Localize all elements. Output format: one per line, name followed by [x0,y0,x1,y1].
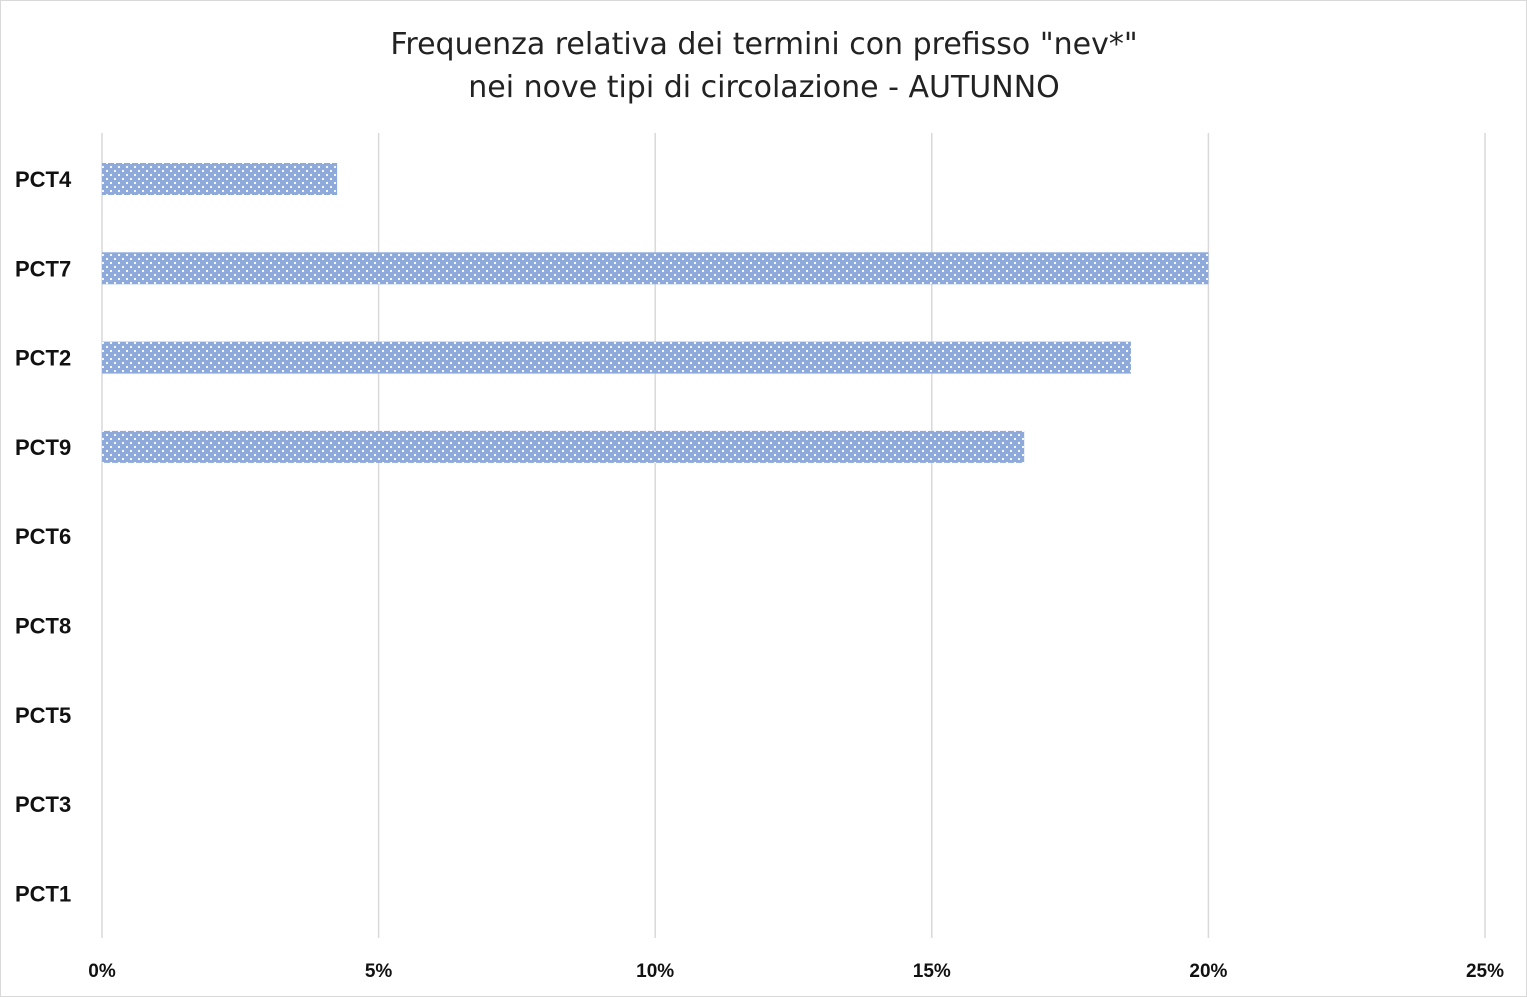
x-tick-label-1: 5% [365,961,393,982]
x-tick-label-3: 15% [913,961,951,982]
chart-title: Frequenza relativa dei termini con prefi… [390,27,1137,105]
category-label-pct7: PCT7 [15,256,71,281]
category-label-pct4: PCT4 [15,167,72,192]
bar-pct9 [102,430,1025,463]
category-labels: PCT4 PCT7 PCT2 PCT9 PCT6 PCT8 PCT5 PCT3 PCT1 [15,167,72,906]
chart-title-line-2: nei nove tipi di circolazione - AUTUNNO [468,70,1060,105]
bar-pct2 [102,341,1131,374]
x-tick-label-4: 20% [1189,961,1227,982]
x-axis-tick-labels: 0% 5% 10% 15% 20% 25% [88,961,1504,982]
x-tick-label-5: 25% [1466,961,1504,982]
bars [102,163,1209,463]
x-tick-label-0: 0% [88,961,116,982]
category-label-pct3: PCT3 [15,792,71,817]
x-tick-label-2: 10% [636,961,674,982]
chart-title-line-1: Frequenza relativa dei termini con prefi… [390,27,1137,62]
category-label-pct2: PCT2 [15,346,71,371]
category-label-pct9: PCT9 [15,435,71,460]
category-label-pct1: PCT1 [15,881,71,906]
bar-pct4 [102,163,338,195]
category-label-pct8: PCT8 [15,614,71,639]
bar-pct7 [102,252,1209,285]
category-label-pct5: PCT5 [15,703,71,728]
category-label-pct6: PCT6 [15,524,71,549]
